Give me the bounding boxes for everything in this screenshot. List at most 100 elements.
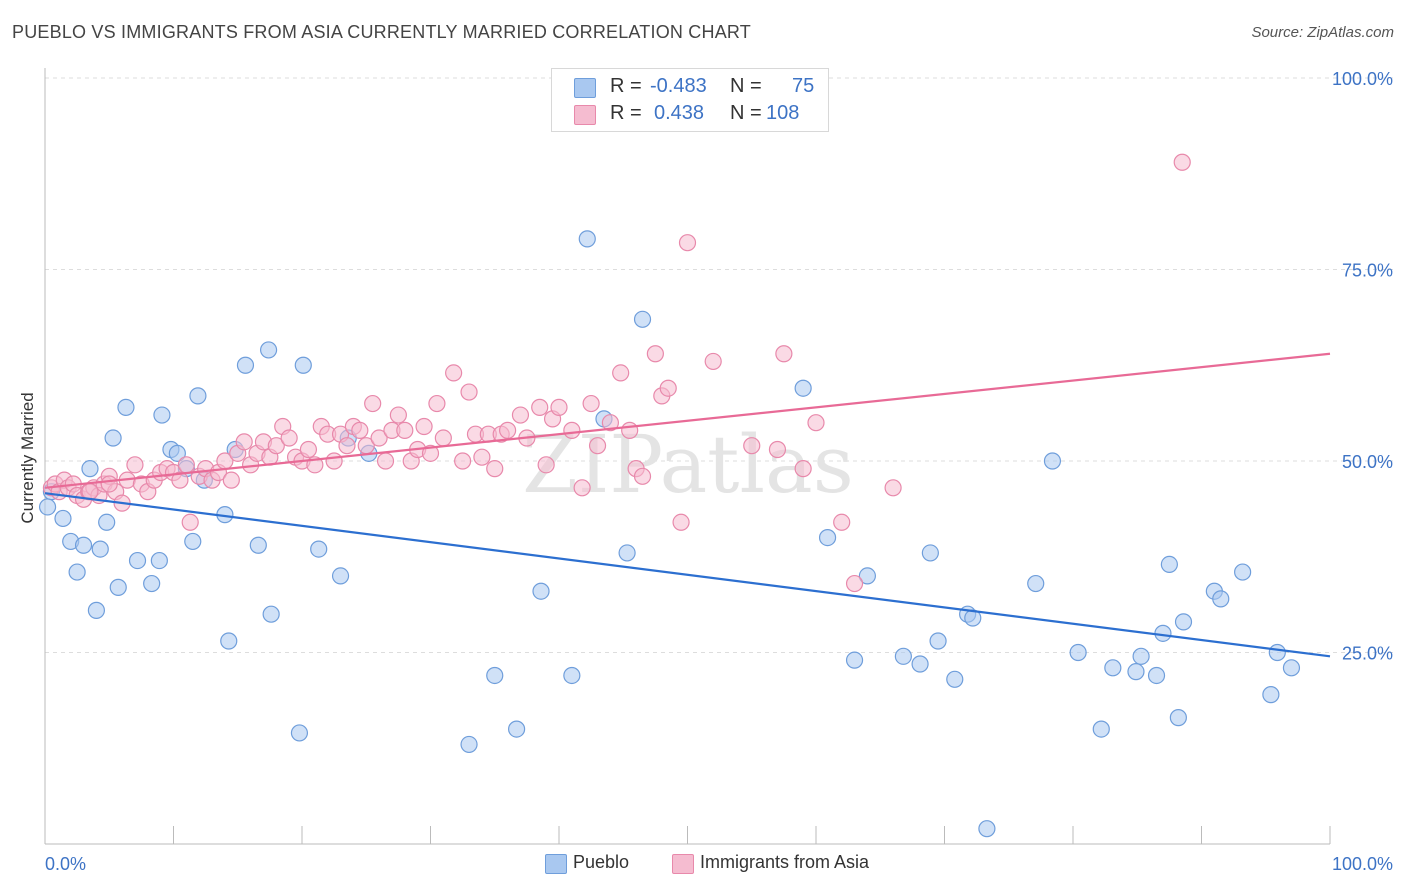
asia-point bbox=[370, 429, 388, 447]
asia-point bbox=[351, 421, 369, 439]
legend-r-value: -0.483 bbox=[650, 75, 707, 97]
pueblo-point bbox=[486, 666, 504, 685]
pueblo-point bbox=[68, 563, 86, 581]
pueblo-point bbox=[633, 310, 652, 328]
axes bbox=[44, 68, 1331, 845]
legend-n-label: N = bbox=[730, 102, 762, 124]
asia-point bbox=[704, 352, 722, 371]
asia-point bbox=[428, 394, 446, 413]
x-tick-label-min: 0.0% bbox=[45, 854, 86, 874]
pueblo-point bbox=[845, 651, 864, 669]
pueblo-point bbox=[104, 429, 122, 447]
asia-point bbox=[794, 460, 812, 478]
asia-point bbox=[415, 417, 433, 436]
pueblo-point bbox=[1147, 666, 1166, 685]
asia-point bbox=[775, 345, 793, 363]
pueblo-point bbox=[929, 632, 947, 650]
pueblo-point bbox=[74, 536, 93, 554]
asia-point bbox=[672, 513, 690, 531]
x-tick-label-max: 100.0% bbox=[1332, 854, 1393, 874]
pueblo-point bbox=[978, 820, 996, 838]
asia-point bbox=[743, 437, 761, 455]
asia-point bbox=[338, 437, 356, 455]
pueblo-point bbox=[1212, 590, 1230, 608]
asia-point bbox=[588, 437, 607, 455]
pueblo-point bbox=[87, 601, 106, 619]
pueblo-point bbox=[109, 578, 127, 596]
asia-point bbox=[573, 479, 591, 497]
asia-point bbox=[582, 394, 600, 413]
asia-point bbox=[473, 448, 491, 466]
pueblo-point bbox=[259, 341, 278, 359]
legend-n-value: 108 bbox=[766, 102, 800, 124]
asia-point bbox=[537, 456, 555, 474]
pueblo-point bbox=[921, 544, 939, 562]
pueblo-point bbox=[618, 544, 636, 562]
asia-point bbox=[633, 467, 652, 485]
tick-labels: 25.0% 50.0% 75.0% 100.0% 0.0% 100.0% bbox=[45, 69, 1393, 874]
pueblo-point bbox=[532, 582, 550, 600]
trend-lines bbox=[44, 352, 1331, 658]
asia-point bbox=[280, 429, 298, 447]
legend-n-label: N = bbox=[730, 75, 762, 97]
pueblo-point bbox=[1234, 563, 1252, 581]
series-swatch-pueblo bbox=[545, 854, 567, 874]
asia-point bbox=[389, 406, 407, 424]
pueblo-point bbox=[894, 647, 912, 665]
asia-point bbox=[601, 414, 620, 432]
pueblo-point bbox=[1127, 663, 1145, 681]
pueblo-point bbox=[946, 670, 964, 688]
asia-point bbox=[768, 440, 787, 459]
pueblo-point bbox=[1268, 643, 1286, 662]
asia-point bbox=[177, 456, 195, 474]
legend-swatch-pueblo bbox=[574, 78, 596, 98]
pueblo-point bbox=[38, 498, 57, 516]
pueblo-point bbox=[310, 540, 328, 558]
pueblo-point bbox=[911, 655, 929, 673]
source-credit: Source: ZipAtlas.com bbox=[1251, 24, 1394, 41]
asia-point bbox=[222, 471, 240, 489]
pueblo-point bbox=[128, 551, 147, 570]
asia-point bbox=[376, 452, 395, 470]
pueblo-point bbox=[460, 735, 478, 754]
pueblo-point bbox=[150, 551, 168, 570]
pueblo-point bbox=[1092, 720, 1110, 738]
pueblo-point bbox=[858, 567, 877, 585]
asia-point bbox=[181, 513, 199, 531]
asia-point bbox=[364, 394, 382, 413]
correlation-legend: R = -0.483 N = 75 R = 0.438 N = 108 bbox=[551, 68, 829, 132]
pueblo-point bbox=[91, 540, 109, 558]
asia-point bbox=[563, 421, 581, 439]
asia-point bbox=[486, 460, 504, 478]
asia-point bbox=[460, 383, 478, 401]
legend-swatch-asia bbox=[574, 105, 596, 125]
chart-title: PUEBLO VS IMMIGRANTS FROM ASIA CURRENTLY… bbox=[12, 22, 751, 42]
asia-point bbox=[550, 398, 568, 416]
pueblo-point bbox=[1104, 659, 1122, 677]
pueblo-point bbox=[1262, 686, 1280, 704]
series-name-pueblo: Pueblo bbox=[573, 852, 630, 872]
asia-point bbox=[325, 452, 343, 470]
pueblo-point bbox=[220, 632, 238, 650]
asia-point bbox=[678, 234, 697, 252]
asia-point bbox=[833, 513, 851, 531]
asia-point bbox=[434, 429, 452, 447]
pueblo-point bbox=[189, 387, 207, 405]
asia-point bbox=[511, 406, 530, 424]
pueblo-point bbox=[507, 720, 526, 738]
asia-point bbox=[621, 421, 639, 439]
pueblo-point bbox=[143, 574, 161, 593]
pueblo-point bbox=[117, 398, 135, 416]
pueblo-point bbox=[249, 536, 267, 554]
asia-point bbox=[845, 574, 864, 593]
series-name-asia: Immigrants from Asia bbox=[700, 852, 870, 872]
y-tick-label: 75.0% bbox=[1342, 261, 1393, 281]
pueblo-point bbox=[1169, 709, 1187, 727]
y-tick-label: 50.0% bbox=[1342, 452, 1393, 472]
pueblo-trend-line bbox=[44, 492, 1331, 658]
pueblo-point bbox=[184, 532, 202, 551]
pueblo-point bbox=[294, 356, 312, 374]
legend-r-label: R = bbox=[610, 102, 642, 124]
pueblo-point bbox=[818, 528, 837, 547]
